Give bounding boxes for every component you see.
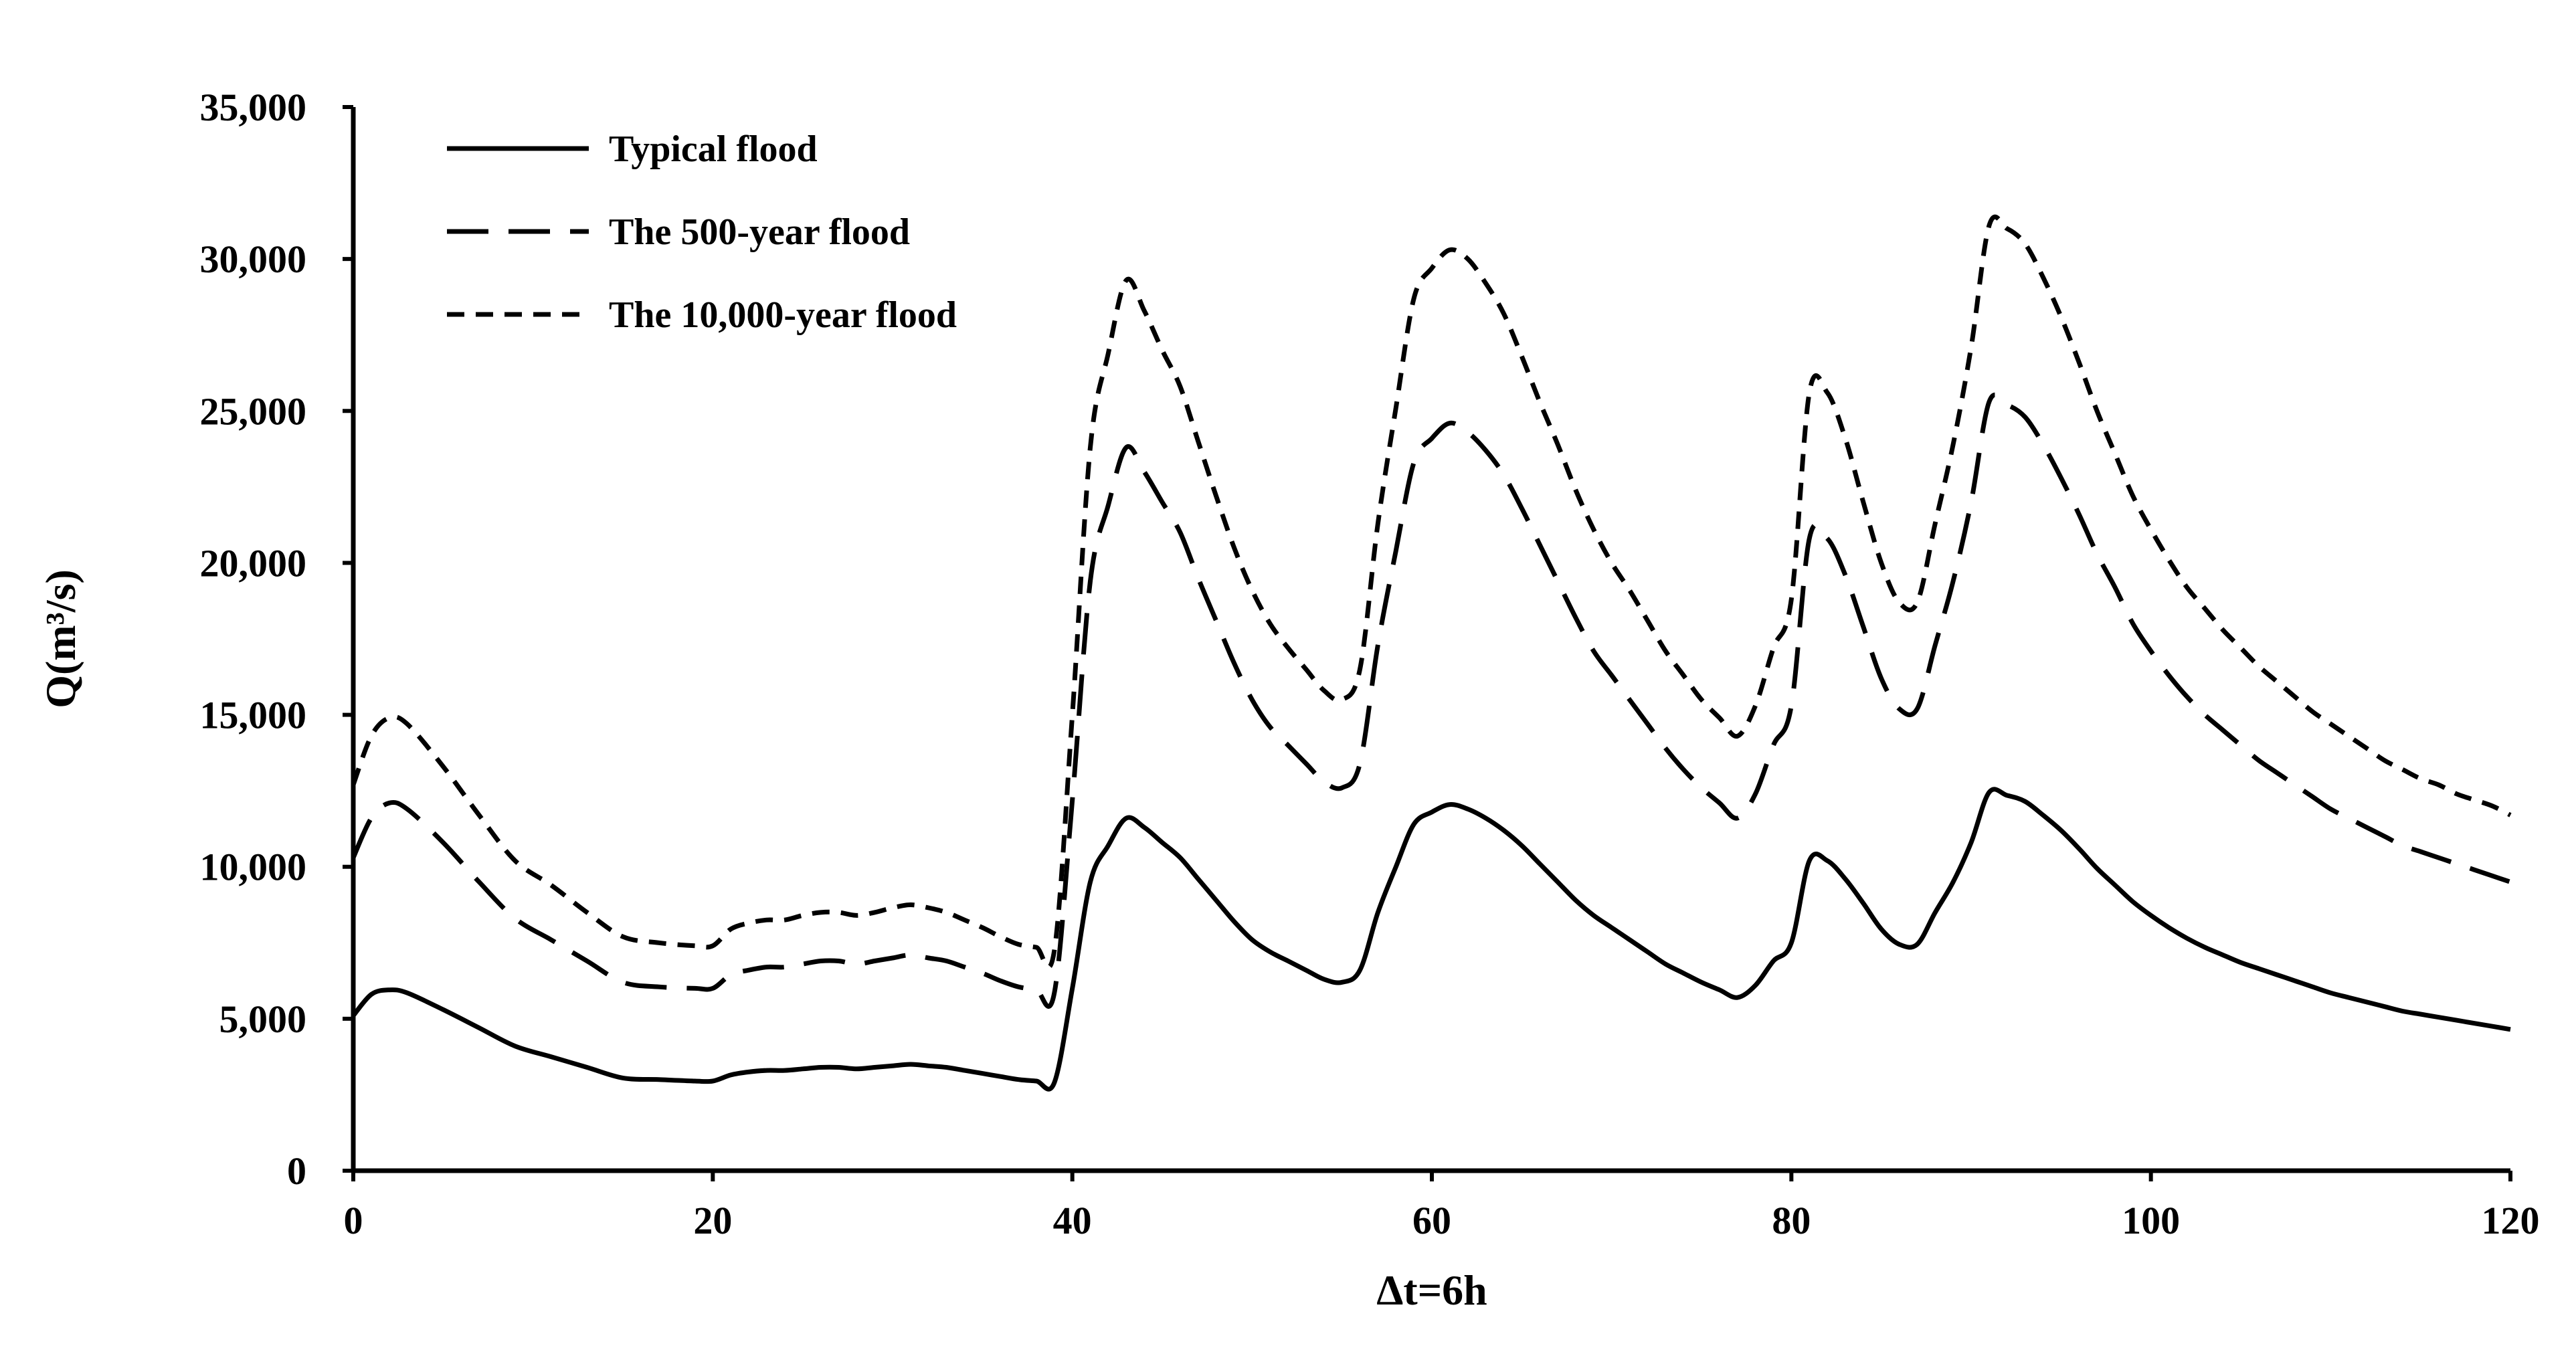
- series-line-1: [351, 787, 2511, 1092]
- y-tick-label: 30,000: [200, 237, 307, 281]
- series-lines: [351, 214, 2512, 1092]
- y-tick-label: 15,000: [200, 694, 307, 737]
- y-tick-label: 5,000: [219, 997, 307, 1041]
- legend: Typical flood The 500-year flood The 10,00…: [447, 128, 957, 336]
- series-line-3: [351, 214, 2512, 970]
- legend-label-2: The 500-year flood: [609, 211, 910, 253]
- x-tick-label: 40: [1053, 1199, 1092, 1242]
- x-tick-label: 120: [2482, 1199, 2540, 1242]
- y-tick-label: 20,000: [200, 541, 307, 585]
- x-tick-label: 100: [2122, 1199, 2180, 1242]
- x-tick-label: 20: [693, 1199, 732, 1242]
- y-tick-label: 10,000: [200, 846, 307, 889]
- legend-label-3: The 10,000-year flood: [609, 294, 957, 336]
- y-tick-label: 25,000: [200, 389, 307, 433]
- x-tick-label: 80: [1772, 1199, 1811, 1242]
- x-tick-label: 0: [344, 1199, 363, 1242]
- y-axis-title: Q(m³/s): [37, 569, 84, 708]
- x-axis-title: Δt=6h: [1376, 1266, 1487, 1314]
- series-line-2: [351, 392, 2512, 1009]
- legend-label-1: Typical flood: [609, 128, 818, 170]
- y-tick-label: 35,000: [200, 86, 307, 129]
- y-tick-label: 0: [287, 1149, 306, 1193]
- x-tick-label: 60: [1412, 1199, 1451, 1242]
- axis-ticks: 0 5,000 10,000 15,000 20,000 25,000 30,000 35,0…: [200, 86, 2540, 1242]
